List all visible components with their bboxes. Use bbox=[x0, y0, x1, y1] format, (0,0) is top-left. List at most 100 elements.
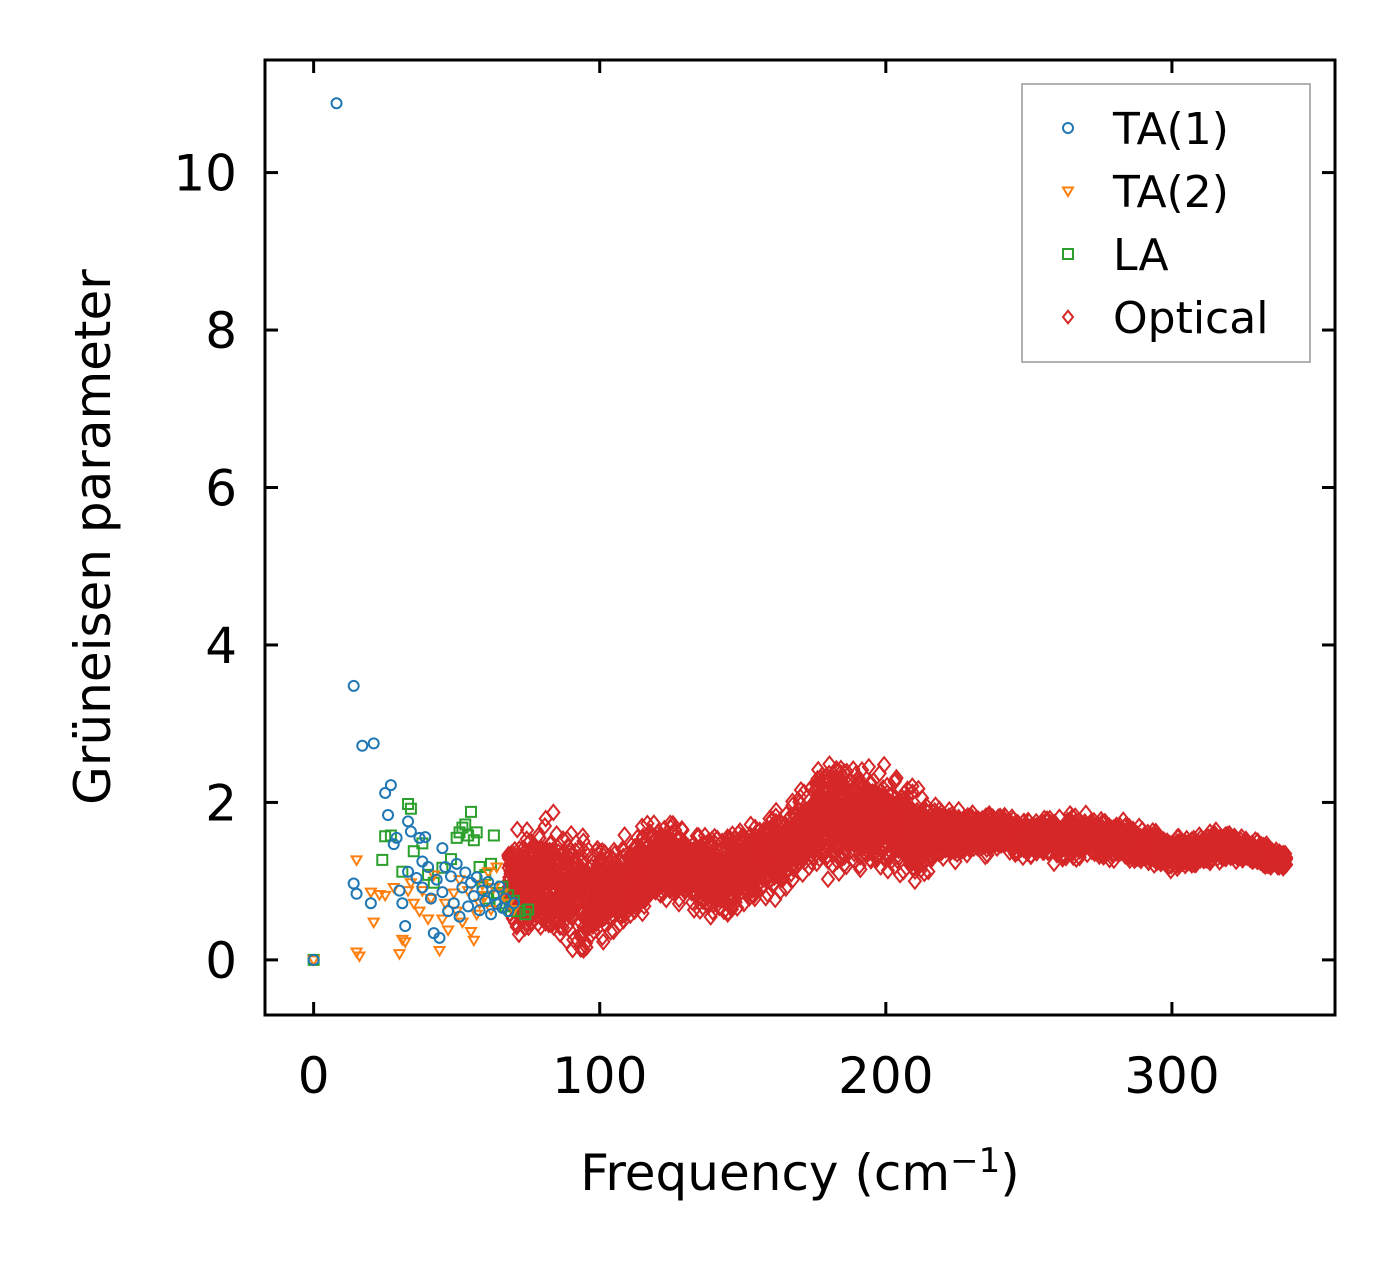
optical-point bbox=[876, 755, 892, 774]
optical-point bbox=[623, 906, 638, 925]
optical-point bbox=[664, 846, 680, 865]
optical-point bbox=[559, 845, 575, 864]
optical-point bbox=[764, 810, 779, 830]
optical-point bbox=[846, 781, 862, 800]
optical-point bbox=[515, 857, 531, 876]
optical-point bbox=[575, 827, 591, 846]
optical-point bbox=[887, 772, 902, 792]
optical-point bbox=[519, 830, 534, 849]
optical-point bbox=[1055, 844, 1071, 863]
optical-point bbox=[809, 854, 825, 873]
optical-point bbox=[588, 909, 604, 928]
optical-point bbox=[616, 840, 632, 860]
optical-point bbox=[820, 870, 836, 889]
optical-point bbox=[725, 857, 740, 876]
optical-point bbox=[745, 885, 761, 904]
optical-point bbox=[783, 819, 799, 838]
optical-point bbox=[570, 853, 585, 872]
optical-point bbox=[690, 867, 706, 886]
optical-point bbox=[907, 872, 923, 891]
optical-point bbox=[1083, 821, 1098, 840]
optical-point bbox=[592, 842, 608, 861]
optical-point bbox=[518, 848, 534, 867]
optical-point bbox=[512, 839, 527, 859]
optical-point bbox=[718, 850, 734, 869]
optical-point bbox=[691, 827, 706, 846]
optical-point bbox=[735, 830, 750, 849]
optical-point bbox=[1109, 843, 1125, 863]
optical-point bbox=[1121, 844, 1136, 864]
optical-point bbox=[596, 932, 611, 951]
optical-point bbox=[825, 781, 841, 801]
series-optical bbox=[500, 755, 1294, 960]
optical-point bbox=[687, 847, 703, 866]
scatter-markers bbox=[306, 97, 1294, 967]
optical-point bbox=[835, 848, 850, 867]
optical-point bbox=[543, 835, 558, 854]
optical-point bbox=[1039, 810, 1055, 829]
optical-point bbox=[553, 893, 568, 912]
optical-point bbox=[671, 890, 687, 909]
optical-point bbox=[847, 851, 862, 870]
optical-point bbox=[791, 853, 806, 872]
optical-point bbox=[662, 814, 678, 833]
optical-point bbox=[821, 822, 836, 841]
optical-point bbox=[947, 827, 963, 847]
optical-point bbox=[703, 907, 718, 926]
optical-point bbox=[549, 899, 565, 919]
optical-point bbox=[1051, 826, 1067, 845]
optical-point bbox=[617, 825, 632, 845]
optical-point bbox=[840, 808, 856, 827]
optical-point bbox=[525, 904, 540, 923]
optical-point bbox=[829, 762, 845, 781]
optical-point bbox=[603, 910, 618, 929]
optical-point bbox=[608, 853, 624, 872]
optical-point bbox=[585, 916, 601, 935]
optical-point bbox=[991, 833, 1007, 852]
optical-point bbox=[584, 858, 599, 877]
optical-point bbox=[642, 823, 658, 842]
optical-point bbox=[573, 939, 589, 959]
optical-point bbox=[706, 869, 722, 889]
optical-point bbox=[795, 806, 811, 825]
optical-point bbox=[777, 863, 792, 882]
optical-point bbox=[689, 827, 705, 846]
optical-point bbox=[715, 868, 731, 887]
optical-point bbox=[947, 842, 962, 862]
optical-point bbox=[880, 847, 896, 867]
optical-point bbox=[543, 914, 558, 934]
optical-point bbox=[1014, 824, 1029, 844]
optical-point bbox=[502, 850, 518, 869]
optical-point bbox=[1035, 840, 1050, 859]
optical-point bbox=[665, 814, 681, 833]
optical-point bbox=[913, 828, 928, 848]
optical-point bbox=[745, 874, 761, 894]
optical-point bbox=[998, 807, 1013, 827]
optical-point bbox=[573, 928, 589, 947]
optical-point bbox=[636, 897, 652, 916]
optical-point bbox=[816, 810, 832, 830]
optical-point bbox=[866, 771, 881, 791]
optical-point bbox=[707, 827, 722, 846]
optical-point bbox=[509, 820, 525, 839]
optical-point bbox=[541, 915, 557, 934]
optical-point bbox=[718, 833, 734, 853]
optical-point bbox=[861, 784, 877, 804]
optical-point bbox=[537, 816, 553, 836]
optical-point bbox=[519, 864, 535, 884]
optical-point bbox=[572, 871, 587, 890]
optical-point bbox=[773, 813, 788, 832]
optical-point bbox=[577, 842, 592, 861]
optical-point bbox=[889, 768, 904, 787]
optical-point bbox=[902, 835, 918, 854]
optical-point bbox=[549, 824, 564, 844]
optical-point bbox=[927, 843, 943, 862]
optical-point bbox=[720, 828, 735, 847]
optical-point bbox=[792, 841, 807, 860]
optical-point bbox=[1176, 851, 1192, 870]
optical-point bbox=[1134, 834, 1150, 853]
optical-point bbox=[627, 860, 643, 879]
optical-point bbox=[536, 875, 552, 895]
optical-point bbox=[634, 817, 650, 836]
